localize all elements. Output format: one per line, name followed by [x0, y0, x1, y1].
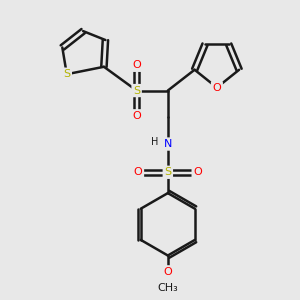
- Text: S: S: [133, 85, 140, 96]
- Text: H: H: [151, 137, 158, 147]
- Text: S: S: [63, 69, 70, 79]
- Text: S: S: [164, 167, 171, 177]
- Text: CH₃: CH₃: [158, 283, 178, 293]
- Text: O: O: [212, 82, 221, 93]
- Text: O: O: [134, 167, 142, 177]
- Text: O: O: [193, 167, 202, 177]
- Text: O: O: [132, 60, 141, 70]
- Text: N: N: [164, 139, 172, 149]
- Text: O: O: [132, 111, 141, 121]
- Text: O: O: [164, 267, 172, 277]
